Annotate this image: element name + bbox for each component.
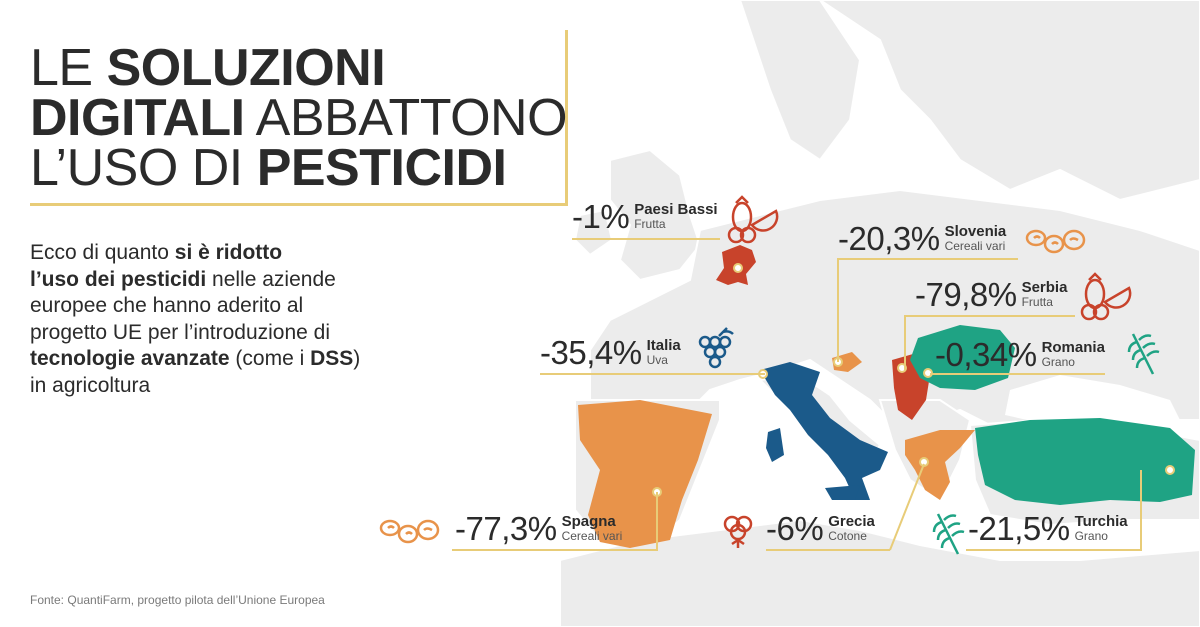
callout-underline [572,238,720,240]
crop-name: Grano [1074,529,1108,543]
country-name: Serbia [1021,279,1068,296]
callout-turchia: -21,5% Turchia Grano [968,510,1128,548]
wheat-icon [1127,333,1160,375]
grapes-icon [698,327,734,369]
reduction-value: -77,3% [455,510,557,547]
title-text: LE [30,39,107,97]
callout-italia: -35,4% Italia Uva [540,334,681,372]
title-line-3: L’USO DI PESTICIDI [30,139,507,197]
reduction-value: -1% [572,198,630,235]
country-shape-slovenia [832,352,862,372]
reduction-value: -0,34% [935,336,1037,373]
reduction-value: -79,8% [915,276,1017,313]
crop-name: Cotone [828,529,867,543]
grains-icon [379,519,440,544]
country-shape-sicilia [825,485,860,500]
callout-underline [930,373,1105,375]
title-bold-text: SOLUZIONI [106,39,386,97]
callout-leader [904,315,906,370]
crop-name: Uva [646,353,668,367]
callout-underline [766,549,890,551]
country-name: Turchia [1074,513,1128,530]
callout-underline [966,549,1142,551]
crop-name: Cereali vari [944,239,1006,253]
reduction-value: -20,3% [838,220,940,257]
grains-icon [1025,229,1086,254]
reduction-value: -6% [766,510,824,547]
country-name: Grecia [828,513,875,530]
country-shape-grecia [905,430,975,500]
callout-leader [837,258,839,362]
country-name: Spagna [561,513,616,530]
fruit-icon [727,195,779,244]
country-name: Slovenia [944,223,1007,240]
intro-bold: tecnologie avanzate [30,347,230,370]
callout-leader [1140,470,1142,550]
cotton-icon [723,515,753,548]
crop-name: Grano [1041,355,1075,369]
country-shape-italia [760,362,888,500]
title-line-2: DIGITALI ABBATTONO [30,89,568,147]
source-note: Fonte: QuantiFarm, progetto pilota dell’… [30,593,325,607]
title-text: ABBATTONO [244,89,568,147]
crop-name: Cereali vari [561,529,623,543]
intro-text: nelle aziende europee che hanno aderito … [30,267,336,344]
callout-slovenia: -20,3% Slovenia Cereali vari [838,220,1006,258]
title-line-1: LE SOLUZIONI [30,39,386,97]
callout-serbia: -79,8% Serbia Frutta [915,276,1067,314]
country-shape-sardegna [766,428,784,462]
title-bold-text: PESTICIDI [256,139,507,197]
intro-text: (come i [229,347,311,370]
wheat-icon [932,513,965,555]
black-sea [1005,375,1180,428]
leader-line-grecia [889,463,925,551]
country-shape-spagna [578,400,712,548]
intro-bold: l’uso dei pesticidi [30,267,207,291]
crop-name: Frutta [1021,295,1053,309]
fruit-icon [1080,272,1132,321]
title-bold-text: DIGITALI [30,89,245,147]
crop-name: Frutta [634,217,666,231]
intro-bold: DSS [310,347,354,370]
country-name: Paesi Bassi [634,201,718,218]
country-shape-turchia [975,418,1195,505]
country-name: Italia [646,337,681,354]
intro-text: ) in agricoltura [30,347,361,397]
callout-spagna: -77,3% Spagna Cereali vari [455,510,622,548]
callout-leader [656,492,658,550]
callout-grecia: -6% Grecia Cotone [766,510,875,548]
callout-underline [905,315,1075,317]
country-name: Romania [1041,339,1105,356]
intro-text: Ecco di quanto [30,241,175,264]
callout-underline [838,258,1018,260]
callout-underline [452,549,658,551]
callout-paesi-bassi: -1% Paesi Bassi Frutta [572,198,718,236]
callout-romania: -0,34% Romania Grano [935,336,1105,374]
intro-paragraph: Ecco di quanto si è ridotto l’uso dei pe… [30,240,380,399]
reduction-value: -21,5% [968,510,1070,547]
title-text: L’USO DI [30,139,257,197]
title-frame [30,30,568,206]
intro-bold: si è ridotto [174,241,283,264]
callout-underline [540,373,765,375]
reduction-value: -35,4% [540,334,642,371]
